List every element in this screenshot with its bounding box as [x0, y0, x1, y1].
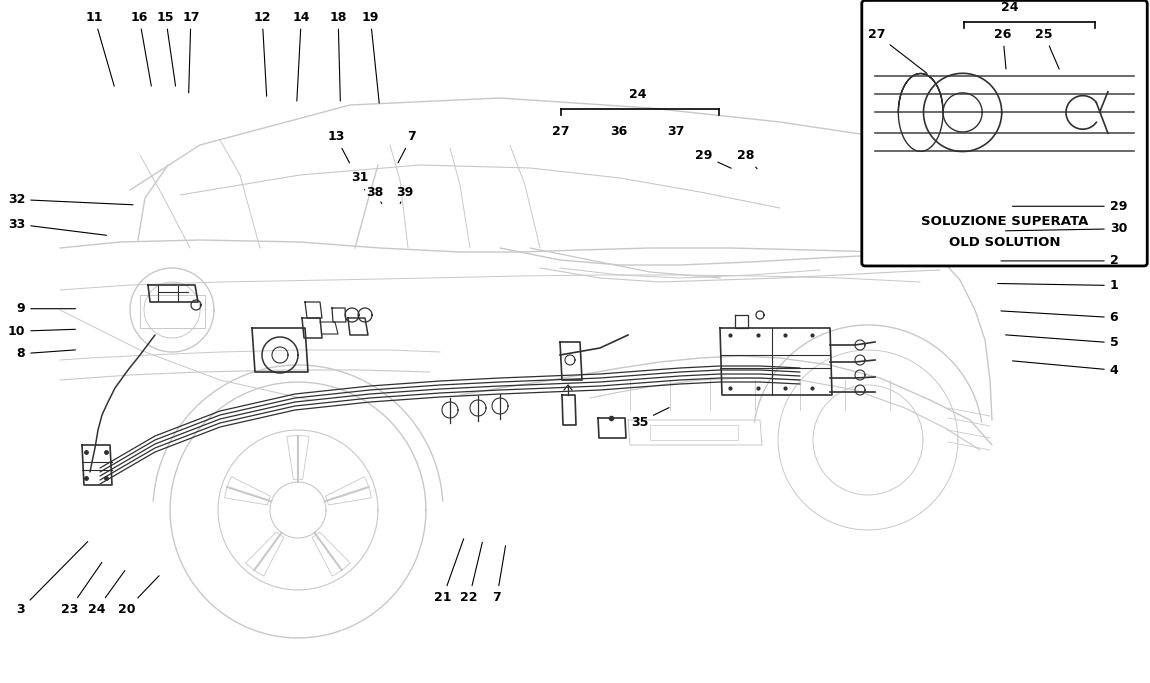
Text: 14: 14: [292, 10, 311, 101]
Text: 18: 18: [329, 10, 347, 101]
Text: 26: 26: [994, 27, 1012, 69]
Text: 39: 39: [396, 186, 414, 204]
Text: 27: 27: [867, 27, 927, 74]
Text: 8: 8: [16, 347, 76, 361]
Text: 33: 33: [8, 217, 107, 235]
Text: 31: 31: [351, 171, 369, 190]
Text: 3: 3: [16, 542, 87, 616]
Text: 24: 24: [89, 570, 125, 616]
Text: 7: 7: [398, 130, 416, 163]
Text: SOLUZIONE SUPERATA: SOLUZIONE SUPERATA: [921, 215, 1088, 228]
Text: 9: 9: [16, 302, 76, 316]
Text: 11: 11: [85, 10, 114, 86]
Text: 5: 5: [1005, 335, 1119, 350]
Text: 28: 28: [736, 149, 757, 169]
Text: 15: 15: [156, 10, 176, 86]
Text: 24: 24: [629, 88, 647, 101]
Text: 24: 24: [1000, 1, 1019, 14]
Text: 30: 30: [1005, 222, 1127, 236]
Text: 21: 21: [434, 539, 463, 604]
Text: OLD SOLUTION: OLD SOLUTION: [949, 236, 1060, 249]
Text: 2: 2: [1000, 254, 1119, 268]
Text: 7: 7: [492, 546, 506, 604]
Text: 16: 16: [130, 10, 152, 86]
Text: 20: 20: [118, 576, 159, 616]
Text: 17: 17: [182, 10, 200, 93]
Text: 22: 22: [460, 542, 482, 604]
Text: 25: 25: [1035, 27, 1059, 69]
Text: 38: 38: [367, 186, 384, 204]
Text: 6: 6: [1000, 311, 1118, 324]
Text: 23: 23: [61, 562, 102, 616]
Text: 12: 12: [253, 10, 271, 96]
Text: 32: 32: [8, 193, 133, 206]
Text: 13: 13: [327, 130, 350, 163]
FancyBboxPatch shape: [861, 1, 1148, 266]
Text: 27: 27: [552, 124, 570, 138]
Text: 10: 10: [8, 324, 76, 338]
Text: 29: 29: [1012, 199, 1127, 213]
Text: 4: 4: [1012, 361, 1119, 377]
Text: 35: 35: [630, 408, 669, 429]
Text: 36: 36: [611, 124, 628, 138]
Text: 19: 19: [361, 10, 380, 103]
Text: 37: 37: [667, 124, 685, 138]
Text: 29: 29: [695, 149, 731, 168]
Text: 1: 1: [997, 279, 1119, 292]
